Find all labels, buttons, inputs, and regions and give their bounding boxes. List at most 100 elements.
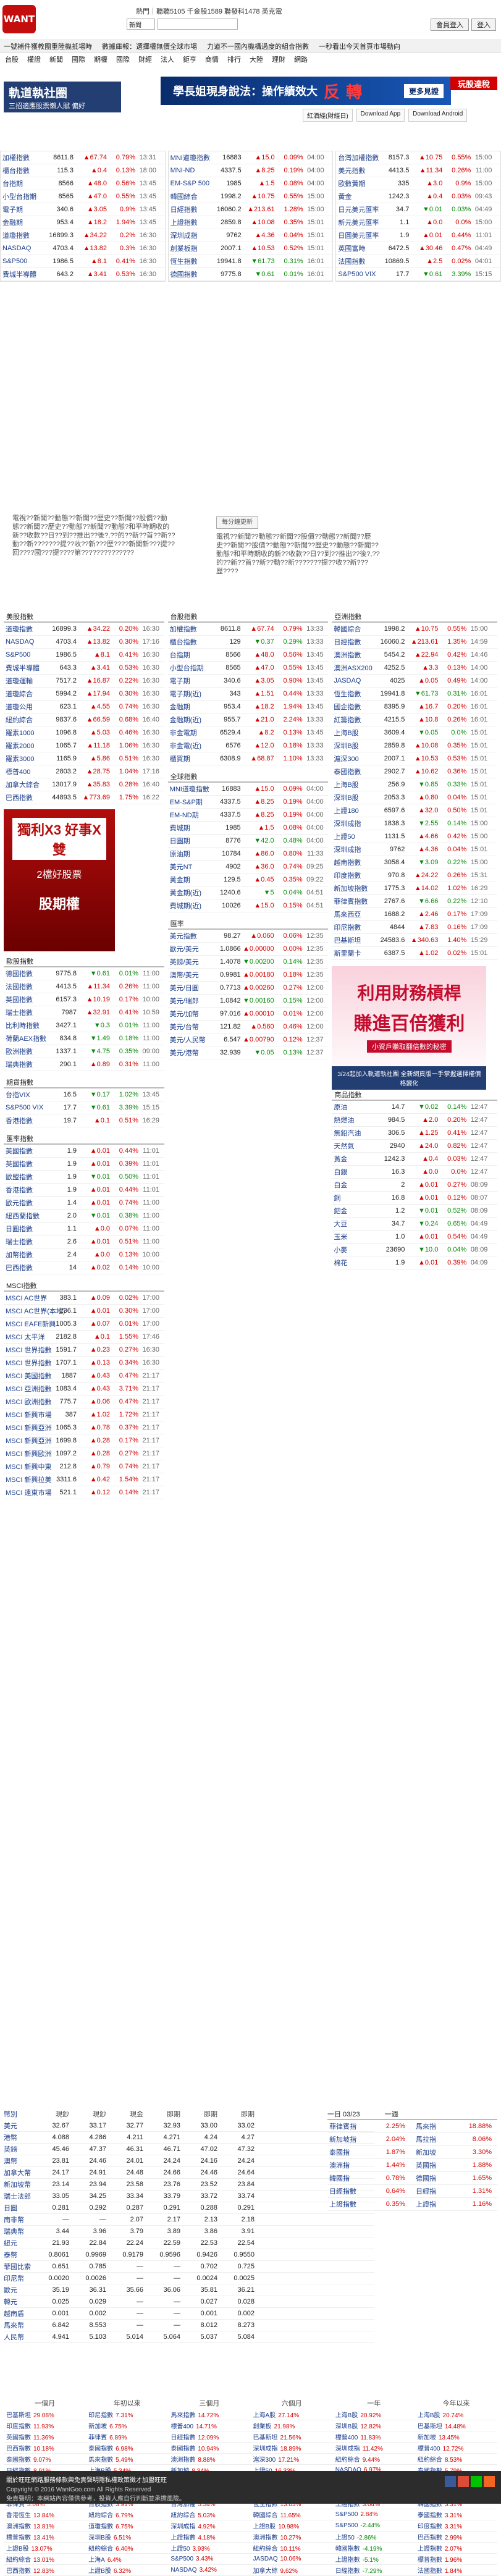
quote-row[interactable]: MSCI 美國指數 1887 ▲0.43 0.47% 21:17 bbox=[4, 1370, 164, 1383]
perf-name[interactable]: 紐約綜合 bbox=[253, 2546, 278, 2553]
nav-item[interactable]: 網路 bbox=[294, 56, 308, 64]
quote-name[interactable]: JASDAQ bbox=[334, 677, 361, 684]
perf-name[interactable]: 上證指數 bbox=[171, 2535, 196, 2541]
quote-row[interactable]: 黃金期 129.5 ▲0.45 0.35% 09:22 bbox=[167, 873, 329, 886]
quote-name[interactable]: 巴基斯坦 bbox=[334, 937, 361, 945]
quote-name[interactable]: 上證50 bbox=[334, 833, 355, 841]
quote-name[interactable]: 歐數黃期 bbox=[338, 180, 366, 188]
quote-name[interactable]: 金融期(近) bbox=[169, 717, 201, 724]
quote-name[interactable]: 恆生指數 bbox=[334, 691, 361, 698]
login-button[interactable]: 登入 bbox=[471, 19, 496, 31]
quote-row[interactable]: MSCI 太平洋 2182.8 ▲0.1 1.55% 17:46 bbox=[4, 1331, 164, 1344]
quote-name[interactable]: 金融期 bbox=[2, 219, 23, 227]
search-type-select[interactable]: 新聞 bbox=[127, 19, 155, 30]
quote-name[interactable]: 菲律賓指數 bbox=[334, 898, 368, 906]
quote-name[interactable]: 電子期 bbox=[2, 206, 23, 214]
nav-item[interactable]: 期權 bbox=[94, 56, 107, 64]
quote-name[interactable]: 道瓊指數 bbox=[2, 232, 30, 240]
quote-row[interactable]: 非金電期 6529.4 ▲8.2 0.13% 13:45 bbox=[167, 726, 329, 739]
quote-name[interactable]: 費城期 bbox=[169, 825, 190, 832]
rank-name[interactable]: 澳洲指 bbox=[329, 2162, 350, 2170]
quote-row[interactable]: 韓國綜合 1998.2 ▲10.75 0.55% 15:00 bbox=[168, 190, 333, 203]
quote-row[interactable]: 天然氣 2940 ▲24.0 0.82% 12:47 bbox=[332, 1140, 497, 1153]
quote-name[interactable]: 國企指數 bbox=[334, 704, 361, 711]
quote-row[interactable]: 櫃買期 6308.9 ▲68.87 1.10% 13:33 bbox=[167, 752, 329, 765]
table-row[interactable]: 歐元 35.19 36.31 35.66 36.06 35.81 36.21 bbox=[4, 2284, 374, 2296]
app-download-link[interactable]: Download App bbox=[356, 109, 405, 122]
quote-row[interactable]: 巴西指數 44893.5 ▲773.69 1.75% 16:22 bbox=[4, 791, 164, 804]
quote-name[interactable]: 英國指數 bbox=[6, 996, 33, 1004]
banner-more-button[interactable]: 更多見證 bbox=[403, 83, 444, 98]
rank-name[interactable]: 馬拉指 bbox=[416, 2136, 436, 2144]
perf-name[interactable]: 馬來指數 bbox=[88, 2457, 114, 2464]
quote-name[interactable]: 小麥 bbox=[334, 1247, 348, 1254]
quote-row[interactable]: 英國富時 6472.5 ▲30.46 0.47% 04:49 bbox=[336, 242, 501, 255]
table-row[interactable]: 澳洲指數 13.81% 道瓊指數 6.75% 深圳成指 4.92% 上證B股 10.98% S&… bbox=[4, 2520, 497, 2532]
perf-name[interactable]: 深圳成指 bbox=[335, 2446, 360, 2452]
perf-name[interactable]: 標普指數 bbox=[417, 2557, 442, 2564]
quote-row[interactable]: 美元指數 4413.5 ▲11.34 0.26% 11:00 bbox=[336, 164, 501, 177]
quote-row[interactable]: 新加坡指數 1775.3 ▲14.02 1.02% 16:29 bbox=[332, 882, 497, 895]
perf-name[interactable]: 日經指數 bbox=[171, 2435, 196, 2441]
quote-name[interactable]: MSCI 新興市場 bbox=[6, 1412, 52, 1419]
quote-name[interactable]: 創業板指 bbox=[170, 245, 198, 253]
quote-row[interactable]: 歐洲指數 1337.1 ▼4.75 0.35% 09:00 bbox=[4, 1045, 164, 1058]
rank-name[interactable]: 德國指 bbox=[416, 2175, 436, 2182]
perf-name[interactable]: 上證B股 bbox=[253, 2523, 276, 2530]
perf-name[interactable]: 澳洲指數 bbox=[253, 2535, 278, 2541]
google-icon[interactable] bbox=[458, 2476, 469, 2487]
ticker-item[interactable]: 一號補件獲教團重陸機抵場時 bbox=[4, 43, 92, 51]
quote-name[interactable]: 馬來西亞 bbox=[334, 911, 361, 919]
quote-row[interactable]: NASDAQ 4703.4 ▲13.82 0.3% 16:30 bbox=[1, 242, 165, 255]
quote-name[interactable]: 深圳B股 bbox=[334, 743, 359, 750]
quote-row[interactable]: 上海B股 256.9 ▼0.85 0.33% 15:01 bbox=[332, 778, 497, 791]
quote-row[interactable]: 原油期 10784 ▲86.0 0.80% 11:33 bbox=[167, 848, 329, 861]
perf-name[interactable]: 泰國指數 bbox=[171, 2446, 196, 2452]
quote-row[interactable]: 深圳成指 1838.3 ▼2.55 0.14% 15:00 bbox=[332, 817, 497, 830]
quote-row[interactable]: 瑞士指數 2.6 ▲0.01 0.51% 11:00 bbox=[4, 1235, 164, 1248]
quote-name[interactable]: 美元指數 bbox=[338, 167, 366, 175]
quote-row[interactable]: 電子期 340.6 ▲3.05 0.90% 13:45 bbox=[167, 675, 329, 688]
table-row[interactable]: 巴基斯坦 29.08% 印尼指數 7.31% 馬來指數 14.72% 上海A股 27.14% 上… bbox=[4, 2409, 497, 2420]
quote-row[interactable]: 羅素3000 1165.9 ▲5.86 0.51% 16:30 bbox=[4, 752, 164, 765]
perf-name[interactable]: 深圳B股 bbox=[88, 2535, 111, 2541]
perf-name[interactable]: S&P500 bbox=[335, 2511, 358, 2518]
quote-row[interactable]: 道瓊運輸 7517.2 ▲16.87 0.22% 16:30 bbox=[4, 675, 164, 688]
quote-row[interactable]: 深圳成指 9762 ▲4.36 0.04% 15:01 bbox=[332, 843, 497, 856]
quote-name[interactable]: 香港指數 bbox=[6, 1187, 33, 1194]
quote-name[interactable]: 美元/人民幣 bbox=[169, 1037, 206, 1044]
quote-row[interactable]: S&P500 VIX 17.7 ▼0.61 3.39% 15:15 bbox=[336, 268, 501, 281]
perf-name[interactable]: 日經指數 bbox=[335, 2568, 360, 2575]
quote-name[interactable]: 道瓊運輸 bbox=[6, 678, 33, 685]
quote-row[interactable]: 電子期(近) 343 ▲1.51 0.44% 13:33 bbox=[167, 688, 329, 701]
quote-name[interactable]: 美元/日圓 bbox=[169, 985, 199, 992]
rank-row[interactable]: 澳洲指 1.44% 英國指 1.88% bbox=[327, 2159, 497, 2172]
quote-row[interactable]: NASDAQ 4703.4 ▲13.82 0.30% 17:16 bbox=[4, 636, 164, 649]
quote-row[interactable]: 泰國指數 2902.7 ▲10.62 0.36% 15:01 bbox=[332, 765, 497, 778]
quote-row[interactable]: MSCI 世界指數 1591.7 ▲0.23 0.27% 16:30 bbox=[4, 1344, 164, 1357]
quote-row[interactable]: 國企指數 8395.9 ▲16.7 0.20% 16:01 bbox=[332, 701, 497, 713]
perf-name[interactable]: 上證50 bbox=[171, 2546, 190, 2553]
quote-name[interactable]: MSCI AC世界(本地) bbox=[6, 1308, 65, 1315]
quote-name[interactable]: 美元指數 bbox=[169, 933, 197, 940]
quote-name[interactable]: MSCI 美國指數 bbox=[6, 1373, 52, 1380]
quote-name[interactable]: 澳洲ASX200 bbox=[334, 665, 373, 672]
ticker-item[interactable]: 數據庫報：選擇權無價全球市場 bbox=[102, 43, 197, 51]
table-row[interactable]: 紐元 21.93 22.84 22.24 22.59 22.53 22.54 bbox=[4, 2237, 374, 2249]
quote-row[interactable]: 鈀金 1.2 ▼0.01 0.52% 08:09 bbox=[332, 1205, 497, 1218]
quote-row[interactable]: 美元/港幣 32.939 ▼0.05 0.13% 12:37 bbox=[167, 1046, 329, 1059]
quote-row[interactable]: MNI-ND 4337.5 ▲8.25 0.19% 04:00 bbox=[168, 164, 333, 177]
quote-name[interactable]: 台指期 bbox=[2, 180, 23, 188]
rank-name[interactable]: 英國指 bbox=[416, 2162, 436, 2170]
table-row[interactable]: 菲國比索 0.651 0.785 — — 0.702 0.725 bbox=[4, 2261, 374, 2273]
table-row[interactable]: 巴西指數 12.83% 上證B股 6.32% NASDAQ 3.42% 加拿大綜 9.62% 日… bbox=[4, 2565, 497, 2576]
perf-name[interactable]: 韓國指數 bbox=[335, 2546, 360, 2553]
quote-name[interactable]: 加權指數 bbox=[2, 154, 30, 162]
quote-row[interactable]: 加權指數 8611.8 ▲67.74 0.79% 13:33 bbox=[167, 623, 329, 636]
quote-row[interactable]: EM-S&P 500 1985 ▲1.5 0.08% 04:00 bbox=[168, 177, 333, 190]
perf-name[interactable]: S&P500 bbox=[335, 2522, 358, 2529]
quote-name[interactable]: 澳幣/美元 bbox=[169, 972, 199, 979]
quote-row[interactable]: 法國指數 10869.5 ▲2.5 0.02% 04:01 bbox=[336, 255, 501, 268]
rank-name[interactable]: 日經指數 bbox=[329, 2188, 356, 2195]
quote-row[interactable]: MSCI 新興中東 212.8 ▲0.79 0.74% 21:17 bbox=[4, 1460, 164, 1473]
